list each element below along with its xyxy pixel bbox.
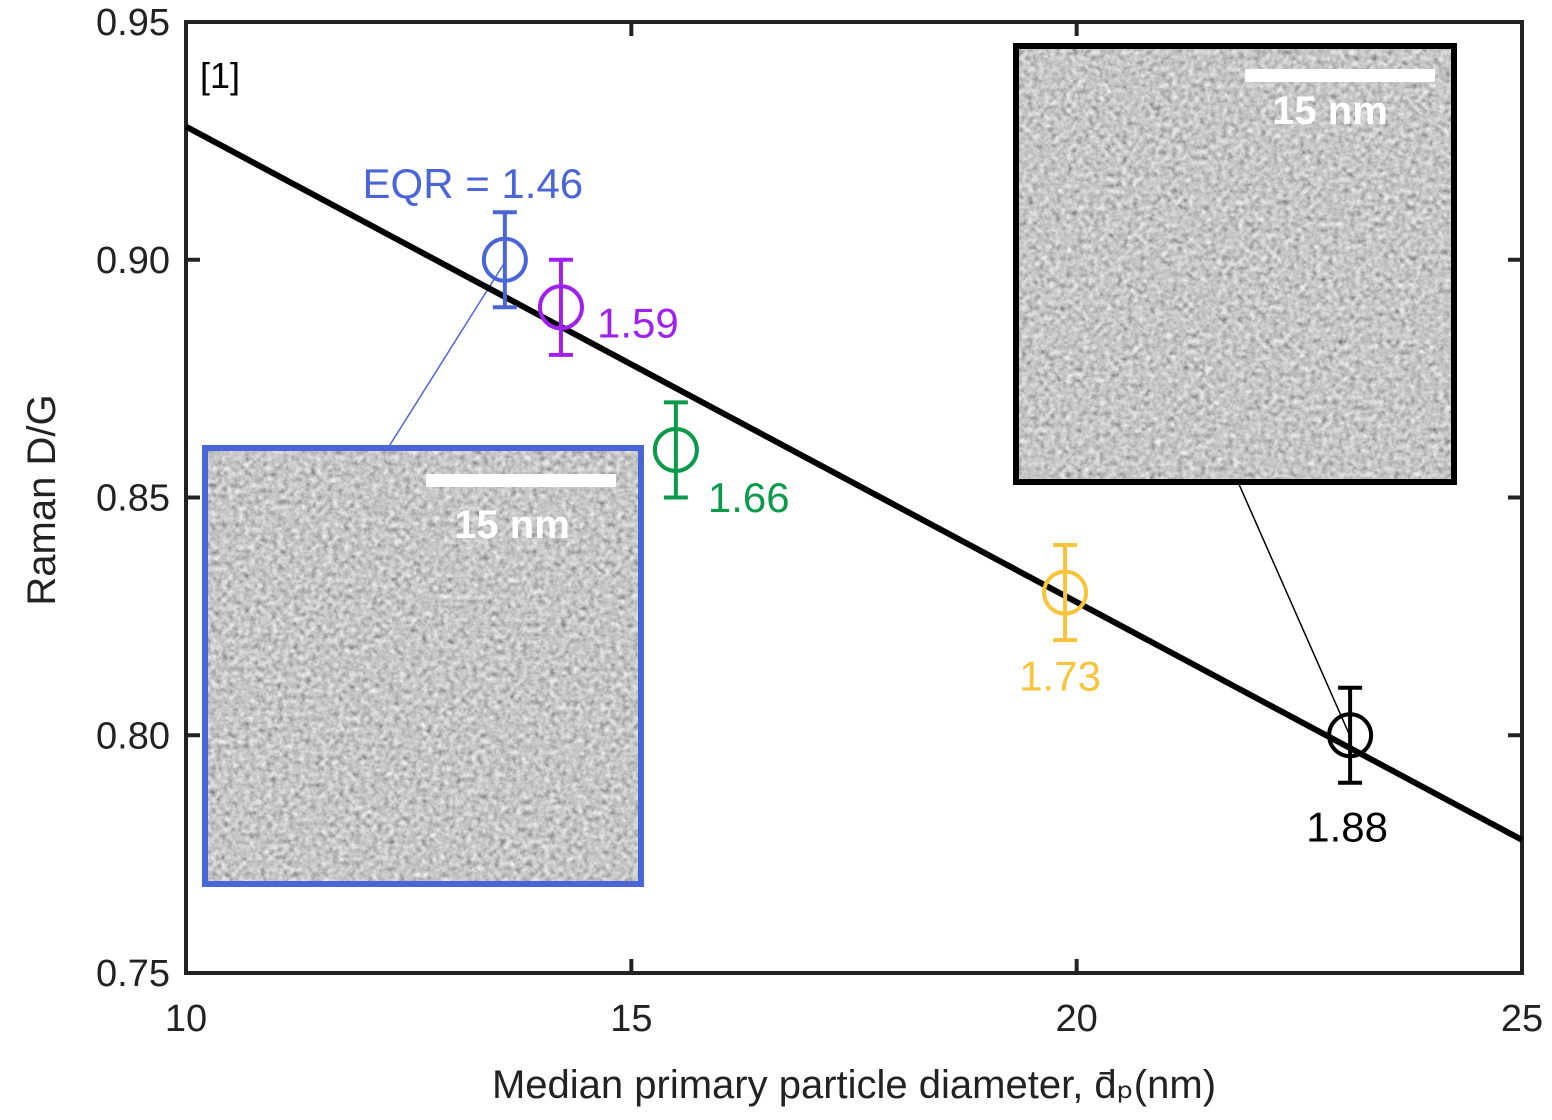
y-tick-label: 0.95 [96,2,170,44]
scale-bar-label: 15 nm [454,503,570,547]
point-label: 1.66 [708,474,790,521]
x-tick-label: 20 [1056,998,1098,1040]
error-bar [1338,685,1363,785]
y-tick-label: 0.80 [96,715,170,757]
point [481,236,528,283]
point-label: 1.73 [1019,653,1101,700]
point [1042,569,1089,616]
scale-bar [1245,69,1435,82]
y-tick-label: 0.85 [96,478,170,520]
tem-image [205,448,641,884]
x-tick-label: 25 [1501,998,1543,1040]
error-bar [663,400,688,500]
tem-image [1016,46,1454,482]
point-label: 1.88 [1306,803,1388,850]
fit-line [184,123,1524,843]
scale-bar [426,474,616,487]
inset-connector [387,261,506,449]
y-tick-label: 0.90 [96,240,170,282]
tem-inset: 15 nm [202,445,644,887]
error-bar [1053,543,1078,643]
y-axis-label: Raman D/G [20,394,64,605]
point-label: 1.59 [597,299,679,346]
point [1327,712,1374,759]
error-bar [492,210,517,310]
y-tick-label: 0.75 [96,953,170,995]
tem-inset: 15 nm [1013,43,1457,485]
x-tick-label: 10 [165,998,207,1040]
inset-frame [202,445,644,887]
point [652,426,699,473]
scale-bar-label: 15 nm [1272,89,1388,133]
inset-frame [1013,43,1457,485]
annotation: [1] [200,55,240,96]
error-bar [548,257,573,357]
point-label: EQR = 1.46 [363,160,584,207]
point [537,284,584,331]
x-axis-label: Median primary particle diameter, d̄ₚ(nm… [492,1063,1216,1107]
x-tick-label: 15 [610,998,652,1040]
inset-connector [1237,481,1351,737]
